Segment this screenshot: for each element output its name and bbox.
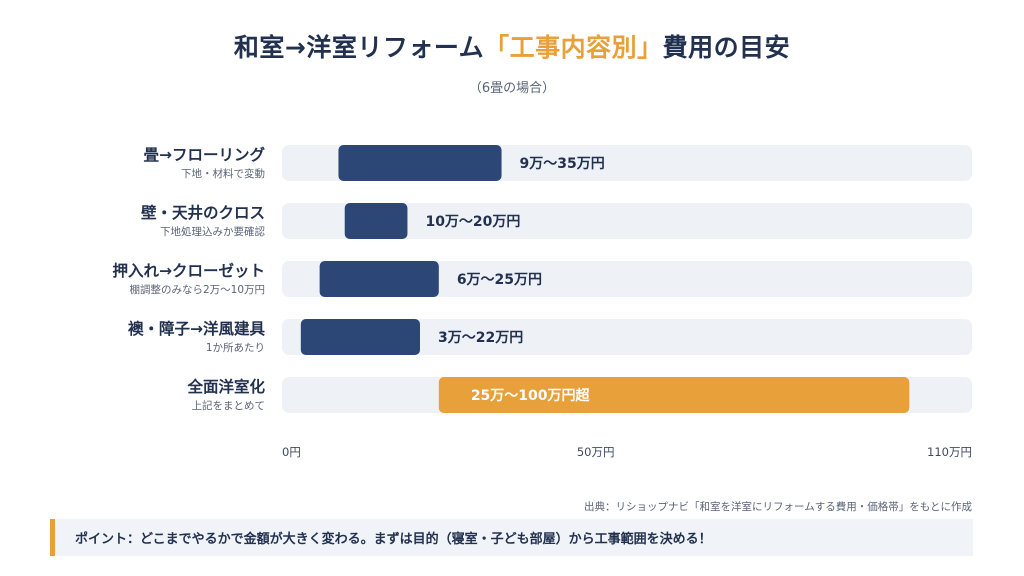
source-note: 出典：リショップナビ「和室を洋室にリフォームする費用・価格帯」をもとに作成: [584, 501, 972, 513]
range-bar: [338, 145, 502, 181]
x-tick-label: 50万円: [577, 445, 615, 459]
x-tick-label: 110万円: [927, 445, 972, 459]
value-label: 10万〜20万円: [425, 214, 520, 230]
point-callout: ポイント：どこまでやるかで金額が大きく変わる。まずは目的（寝室・子ども部屋）から…: [50, 519, 973, 556]
range-bar: [438, 377, 910, 413]
range-bar: [300, 319, 420, 355]
title-accent: 「工事内容別」: [484, 33, 663, 62]
row-note: 上記をまとめて: [192, 399, 266, 412]
bar-track: [282, 319, 972, 355]
chart-subtitle: （6畳の場合）: [468, 81, 556, 96]
bar-track: [282, 203, 972, 239]
range-bar: [319, 261, 439, 297]
row-note: 棚調整のみなら2万〜10万円: [129, 283, 265, 296]
row-label: 壁・天井のクロス: [141, 203, 265, 222]
row-note: 1か所あたり: [206, 342, 265, 354]
bar-track: [282, 261, 972, 297]
range-bar: [344, 203, 408, 239]
row-note: 下地処理込みか要確認: [160, 225, 265, 238]
row-label: 全面洋室化: [186, 377, 265, 396]
point-text: ポイント：どこまでやるかで金額が大きく変わる。まずは目的（寝室・子ども部屋）から…: [75, 532, 712, 547]
value-label: 25万〜100万円超: [471, 387, 591, 404]
chart-title: 和室→洋室リフォーム「工事内容別」費用の目安: [0, 28, 1024, 64]
row-label: 畳→フローリング: [144, 145, 266, 164]
row-label: 襖・障子→洋風建具: [128, 319, 265, 338]
x-tick-label: 0円: [282, 445, 301, 459]
row-label: 押入れ→クローゼット: [113, 261, 266, 280]
row-note: 下地・材料で変動: [181, 167, 265, 180]
title-end: 費用の目安: [662, 33, 791, 62]
value-label: 9万〜35万円: [520, 156, 605, 172]
value-label: 6万〜25万円: [457, 272, 542, 288]
title-main: 和室→洋室リフォーム: [233, 33, 485, 62]
value-label: 3万〜22万円: [438, 330, 523, 346]
